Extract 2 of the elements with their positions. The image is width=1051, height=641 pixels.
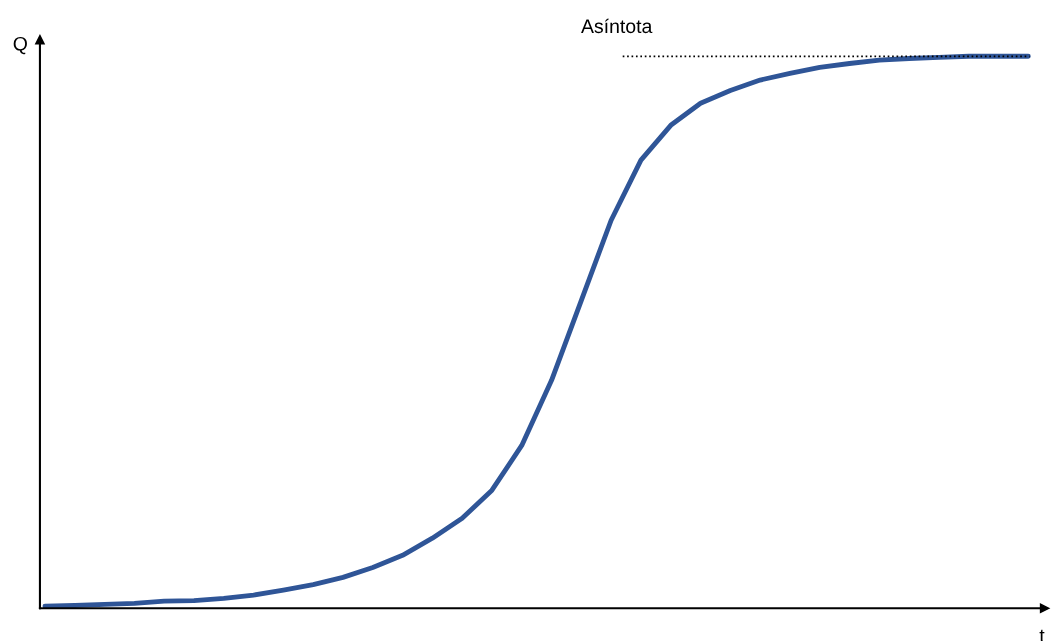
y-axis-title: Q: [13, 36, 27, 55]
ref-line-label: Asíntota: [581, 18, 653, 34]
